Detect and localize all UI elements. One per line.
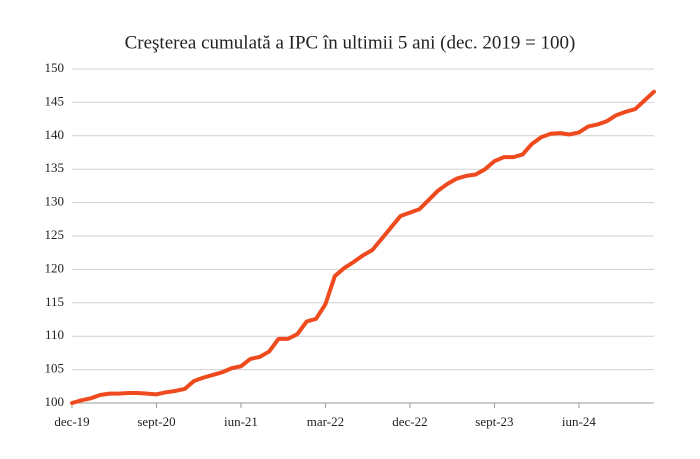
x-tick-label: sept-20 [137, 414, 175, 429]
y-tick-label: 110 [45, 327, 64, 342]
x-tick-label: mar-22 [307, 414, 344, 429]
data-line [70, 89, 656, 405]
x-tick-label: iun-21 [224, 414, 258, 429]
y-tick-label: 105 [45, 361, 65, 376]
y-tick-label: 135 [45, 160, 65, 175]
y-tick-label: 100 [45, 394, 65, 409]
y-tick-label: 130 [45, 194, 65, 209]
y-tick-label: 145 [45, 93, 65, 108]
y-tick-label: 125 [45, 227, 65, 242]
y-tick-label: 120 [45, 260, 65, 275]
y-tick-label: 115 [45, 294, 64, 309]
x-tick-label: dec-19 [54, 414, 89, 429]
x-tick-label: iun-24 [562, 414, 596, 429]
chart-title: Creşterea cumulată a IPC în ultimii 5 an… [125, 32, 576, 53]
y-tick-label: 150 [45, 60, 65, 75]
x-tick-label: sept-23 [475, 414, 513, 429]
y-tick-label: 140 [45, 127, 65, 142]
x-tick-label: dec-22 [392, 414, 427, 429]
